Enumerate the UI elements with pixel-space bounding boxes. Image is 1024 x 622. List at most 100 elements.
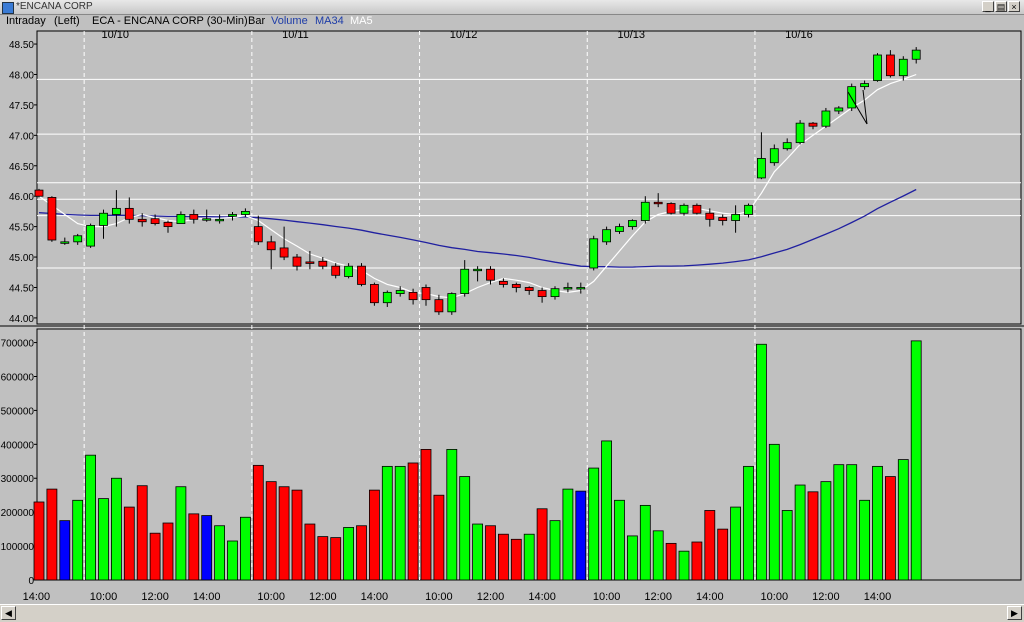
volume-tick-label: 400000 xyxy=(1,440,35,451)
volume-bar xyxy=(562,488,574,581)
volume-bar xyxy=(768,443,780,581)
candle-body xyxy=(692,204,702,214)
candle-body xyxy=(447,293,457,313)
volume-bar xyxy=(149,532,161,581)
restore-button[interactable]: ▤ xyxy=(995,1,1007,12)
candle-body xyxy=(369,284,379,304)
volume-bar xyxy=(304,523,316,581)
candle-body xyxy=(795,122,805,144)
candle-body xyxy=(498,280,508,285)
candle-body xyxy=(679,204,689,214)
volume-bar xyxy=(639,504,651,581)
time-label: 12:00 xyxy=(812,591,840,603)
volume-bar xyxy=(317,536,329,581)
candle-body xyxy=(395,290,405,294)
candle-body xyxy=(112,207,121,215)
candle-body xyxy=(344,265,354,277)
volume-bar xyxy=(343,527,355,581)
volume-bar xyxy=(497,533,509,581)
price-tick-label: 44.00 xyxy=(9,314,34,325)
volume-bar xyxy=(446,449,458,581)
candle-body xyxy=(705,212,715,220)
volume-bar xyxy=(897,459,909,581)
volume-tick-label: 300000 xyxy=(1,474,35,485)
ma34-line xyxy=(38,188,917,268)
time-label: 12:00 xyxy=(644,591,672,603)
candle-body xyxy=(460,268,470,294)
candle-body xyxy=(305,261,315,264)
volume-tick-label: 100000 xyxy=(1,542,35,553)
volume-bar xyxy=(627,535,638,581)
volume-bar xyxy=(175,486,187,581)
price-pane-frame xyxy=(36,30,1022,325)
volume-bar xyxy=(781,510,793,581)
candle-body xyxy=(615,226,624,232)
candle-body xyxy=(886,54,895,77)
price-tick-label: 46.00 xyxy=(9,192,34,203)
volume-bar xyxy=(794,484,806,581)
volume-bar xyxy=(136,485,148,581)
candle-body xyxy=(73,235,83,243)
minimize-button[interactable]: _ xyxy=(982,1,994,12)
horizontal-scrollbar[interactable]: ◀ ▶ xyxy=(0,604,1024,622)
ma5-indicator-label: MA5 xyxy=(350,15,373,27)
price-tick-label: 44.50 xyxy=(9,283,34,294)
volume-bar xyxy=(46,488,58,581)
time-label: 12:00 xyxy=(309,591,337,603)
ma5-line xyxy=(38,73,917,299)
mode-label: Intraday xyxy=(6,15,46,27)
candle-body xyxy=(189,214,199,220)
candle-body xyxy=(782,142,792,150)
volume-bar xyxy=(111,477,122,581)
candle-body xyxy=(860,83,869,88)
volume-bar xyxy=(665,542,677,581)
candle-body xyxy=(434,299,444,313)
volume-bar xyxy=(227,540,238,581)
volume-bar xyxy=(59,520,71,581)
candle-body xyxy=(486,268,495,281)
candle-body xyxy=(628,220,637,228)
candle-body xyxy=(137,218,147,223)
volume-bar xyxy=(756,343,767,581)
close-button[interactable]: × xyxy=(1008,1,1020,12)
date-label: 10/12 xyxy=(450,29,478,41)
candle-body xyxy=(808,122,818,127)
time-label: 12:00 xyxy=(141,591,169,603)
candle-body xyxy=(292,256,302,267)
date-label: 10/10 xyxy=(102,29,130,41)
candle-body xyxy=(537,290,547,298)
volume-bar xyxy=(356,525,367,581)
volume-tick-label: 600000 xyxy=(1,372,35,383)
volume-bar xyxy=(704,510,716,581)
volume-tick-label: 700000 xyxy=(1,339,35,350)
candle-body xyxy=(744,204,753,215)
candle-body xyxy=(382,291,392,304)
volume-bar xyxy=(588,467,600,581)
candle-body xyxy=(240,211,250,215)
time-label: 14:00 xyxy=(361,591,389,603)
candle-body xyxy=(757,158,766,179)
volume-bar xyxy=(614,499,625,581)
volume-bar xyxy=(717,528,729,581)
volume-bar xyxy=(162,522,174,581)
volume-bar xyxy=(691,541,703,581)
scroll-left-icon[interactable]: ◀ xyxy=(1,606,16,620)
volume-tick-label: 0 xyxy=(28,576,34,587)
price-volume-chart: 44.00 44.50 45.00 45.50 46.00 46.50 47.00 47.50… xyxy=(0,29,1024,603)
time-label: 14:00 xyxy=(864,591,892,603)
date-label: 10/11 xyxy=(282,29,309,41)
candle-body xyxy=(653,201,663,205)
volume-bar xyxy=(98,498,109,581)
volume-bar xyxy=(820,481,832,581)
time-label: 14:00 xyxy=(696,591,724,603)
scroll-right-icon[interactable]: ▶ xyxy=(1007,606,1022,620)
candle-body xyxy=(834,107,844,112)
candle-body xyxy=(640,201,650,221)
annotation-arrow-line xyxy=(862,89,868,125)
price-tick-label: 45.50 xyxy=(9,223,34,234)
candle-body xyxy=(86,225,95,247)
volume-bar xyxy=(846,464,858,581)
candle-body xyxy=(718,217,728,221)
time-label: 14:00 xyxy=(193,591,221,603)
candle-body xyxy=(279,247,289,258)
